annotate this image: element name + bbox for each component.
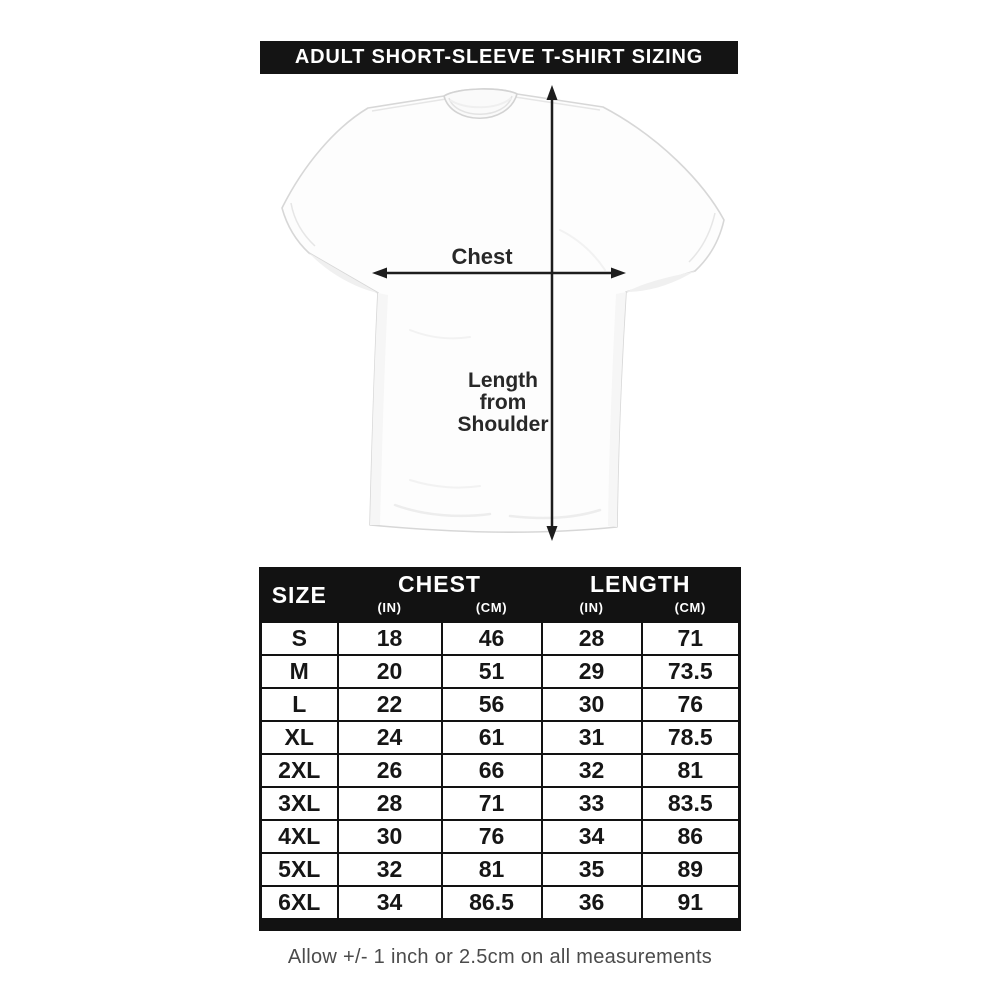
size-cell: S <box>259 621 339 656</box>
measurement-cell: 30 <box>336 819 443 854</box>
unit-header-length-cm: (CM) <box>640 598 741 623</box>
table-row: 2XL 26 66 32 81 <box>259 753 741 788</box>
measurement-cell: 30 <box>540 687 643 722</box>
measurement-cell: 29 <box>540 654 643 689</box>
measurement-cell: 91 <box>640 885 741 920</box>
table-row: 5XL 32 81 35 89 <box>259 852 741 887</box>
size-table-footer <box>259 918 741 931</box>
measurement-cell: 34 <box>336 885 443 920</box>
size-table-body: S 18 46 28 71 M 20 51 29 73.5 L 22 56 30 76 XL 24 61 31 78.… <box>259 621 741 920</box>
chest-arrow <box>372 267 626 279</box>
measurement-cell: 56 <box>440 687 543 722</box>
measurement-cell: 86.5 <box>440 885 543 920</box>
length-measure-label: Length from Shoulder <box>457 369 548 436</box>
size-cell: 3XL <box>259 786 339 821</box>
table-row: XL 24 61 31 78.5 <box>259 720 741 755</box>
chest-measure-label: Chest <box>451 244 513 269</box>
col-header-length: LENGTH <box>540 567 741 600</box>
col-header-size: SIZE <box>259 567 339 623</box>
measurement-cell: 26 <box>336 753 443 788</box>
measurement-cell: 24 <box>336 720 443 755</box>
measurement-cell: 71 <box>440 786 543 821</box>
tshirt-illustration: Chest Length from Shoulder <box>281 85 725 541</box>
measurement-cell: 76 <box>440 819 543 854</box>
measurement-cell: 73.5 <box>640 654 741 689</box>
size-cell: 5XL <box>259 852 339 887</box>
measurement-cell: 32 <box>540 753 643 788</box>
table-row: L 22 56 30 76 <box>259 687 741 722</box>
length-arrow <box>546 85 558 541</box>
table-row: 4XL 30 76 34 86 <box>259 819 741 854</box>
measurement-cell: 28 <box>336 786 443 821</box>
measurement-cell: 83.5 <box>640 786 741 821</box>
measurement-cell: 78.5 <box>640 720 741 755</box>
measurement-cell: 46 <box>440 621 543 656</box>
tolerance-note: Allow +/- 1 inch or 2.5cm on all measure… <box>287 946 713 968</box>
measurement-cell: 66 <box>440 753 543 788</box>
measurement-cell: 32 <box>336 852 443 887</box>
measurement-cell: 18 <box>336 621 443 656</box>
measurement-cell: 61 <box>440 720 543 755</box>
size-table-header: SIZE CHEST LENGTH (IN) (CM) (IN) (CM) <box>259 567 741 623</box>
col-header-chest: CHEST <box>336 567 543 600</box>
measurement-cell: 81 <box>440 852 543 887</box>
measurement-cell: 71 <box>640 621 741 656</box>
table-row: M 20 51 29 73.5 <box>259 654 741 689</box>
measurement-cell: 86 <box>640 819 741 854</box>
page-title: ADULT SHORT-SLEEVE T-SHIRT SIZING <box>294 46 704 68</box>
title-bar: ADULT SHORT-SLEEVE T-SHIRT SIZING <box>260 41 738 74</box>
measurement-cell: 35 <box>540 852 643 887</box>
measurement-cell: 76 <box>640 687 741 722</box>
measurement-cell: 89 <box>640 852 741 887</box>
measurement-cell: 31 <box>540 720 643 755</box>
size-cell: L <box>259 687 339 722</box>
unit-header-chest-in: (IN) <box>336 598 443 623</box>
measurement-cell: 28 <box>540 621 643 656</box>
measurement-cell: 20 <box>336 654 443 689</box>
tshirt-shape <box>281 88 725 533</box>
tshirt-diagram: Chest Length from Shoulder <box>260 80 740 560</box>
measurement-cell: 81 <box>640 753 741 788</box>
unit-header-length-in: (IN) <box>540 598 643 623</box>
size-cell: M <box>259 654 339 689</box>
table-row: 3XL 28 71 33 83.5 <box>259 786 741 821</box>
svg-text:from: from <box>480 391 527 414</box>
tshirt-collar <box>443 88 518 119</box>
size-cell: XL <box>259 720 339 755</box>
table-row: S 18 46 28 71 <box>259 621 741 656</box>
measurement-cell: 34 <box>540 819 643 854</box>
unit-header-chest-cm: (CM) <box>440 598 543 623</box>
svg-text:Length: Length <box>468 369 538 392</box>
table-row: 6XL 34 86.5 36 91 <box>259 885 741 920</box>
size-cell: 4XL <box>259 819 339 854</box>
size-cell: 6XL <box>259 885 339 920</box>
measurement-cell: 51 <box>440 654 543 689</box>
svg-text:Shoulder: Shoulder <box>457 413 548 436</box>
measurement-cell: 36 <box>540 885 643 920</box>
measurement-cell: 33 <box>540 786 643 821</box>
measurement-cell: 22 <box>336 687 443 722</box>
table-bottom-bar <box>259 918 741 931</box>
size-cell: 2XL <box>259 753 339 788</box>
